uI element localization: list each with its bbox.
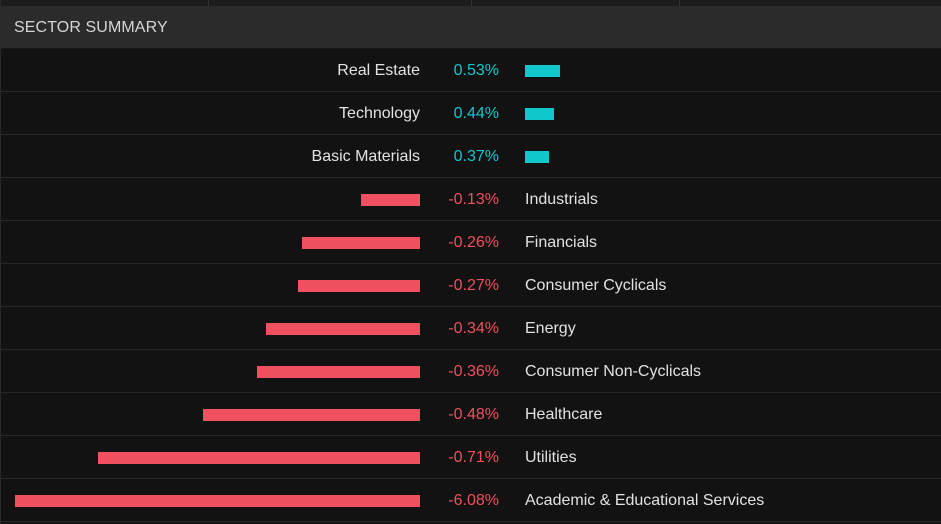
sector-row: 0.37% Basic Materials — [1, 135, 941, 178]
sector-change-value: -0.13% — [448, 191, 499, 208]
sector-change-value: 0.44% — [453, 105, 499, 122]
sector-name: Energy — [525, 320, 576, 337]
positive-bar — [525, 151, 549, 163]
sector-name: Academic & Educational Services — [525, 492, 765, 509]
sector-row: -0.36% Consumer Non-Cyclicals — [1, 350, 941, 393]
sector-row: -0.26% Financials — [1, 221, 941, 264]
sector-change-value: -0.71% — [448, 449, 499, 466]
negative-bar — [257, 366, 420, 378]
sector-name: Consumer Non-Cyclicals — [525, 363, 702, 380]
positive-bar — [525, 65, 560, 77]
panel-header: SECTOR SUMMARY — [1, 6, 941, 49]
sector-row: -0.71% Utilities — [1, 436, 941, 479]
top-divider — [208, 0, 209, 6]
negative-bar — [15, 495, 420, 507]
positive-bar — [525, 108, 554, 120]
top-strip — [1, 0, 941, 6]
sector-change-value: -6.08% — [448, 492, 499, 509]
sector-row: -0.34% Energy — [1, 307, 941, 350]
negative-bar — [266, 323, 420, 335]
sector-name: Industrials — [525, 191, 598, 208]
sector-name: Financials — [525, 234, 598, 251]
negative-bar — [361, 194, 420, 206]
top-divider — [471, 0, 472, 6]
panel-title: SECTOR SUMMARY — [14, 19, 168, 36]
sector-row: -0.13% Industrials — [1, 178, 941, 221]
negative-bar — [98, 452, 420, 464]
sector-name: Real Estate — [337, 62, 420, 79]
sector-change-value: 0.37% — [453, 148, 499, 165]
sector-row: -0.27% Consumer Cyclicals — [1, 264, 941, 307]
sector-name: Technology — [339, 105, 420, 122]
negative-bar — [203, 409, 420, 421]
sector-row: -6.08% Academic & Educational Services — [1, 479, 941, 522]
sector-change-value: -0.34% — [448, 320, 499, 337]
sector-row: -0.48% Healthcare — [1, 393, 941, 436]
negative-bar — [298, 280, 420, 292]
sector-change-value: -0.26% — [448, 234, 499, 251]
sector-name: Consumer Cyclicals — [525, 277, 667, 294]
negative-bar — [302, 237, 420, 249]
sector-change-value: -0.36% — [448, 363, 499, 380]
sector-change-value: -0.48% — [448, 406, 499, 423]
sector-row: 0.53% Real Estate — [1, 49, 941, 92]
sector-name: Basic Materials — [311, 148, 420, 165]
sector-change-value: -0.27% — [448, 277, 499, 294]
sector-change-value: 0.53% — [453, 62, 499, 79]
top-divider — [679, 0, 680, 6]
sector-name: Healthcare — [525, 406, 603, 423]
sector-row: 0.44% Technology — [1, 92, 941, 135]
sector-name: Utilities — [525, 449, 577, 466]
